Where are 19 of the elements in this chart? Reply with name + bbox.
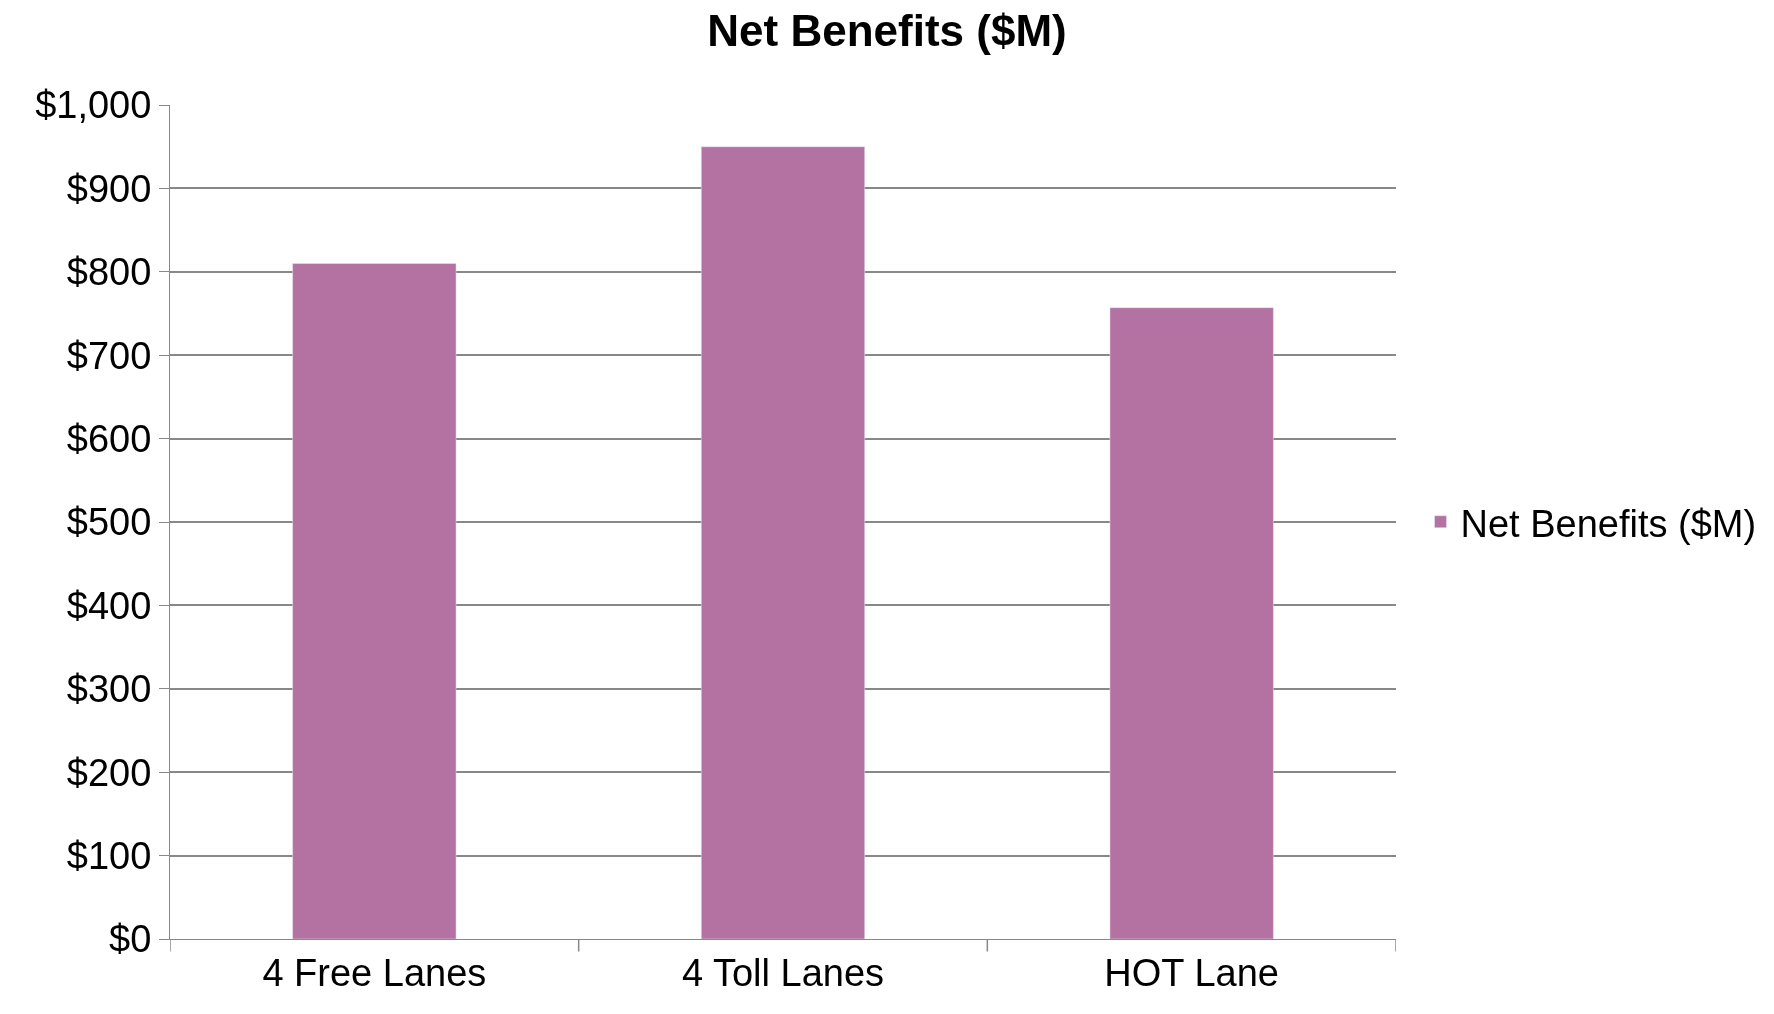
x-tick-label: 4 Toll Lanes bbox=[681, 951, 885, 994]
chart-title: Net Benefits ($M) bbox=[707, 6, 1067, 56]
x-tick-label: HOT Lane bbox=[1104, 951, 1279, 994]
x-tick-label: 4 Free Lanes bbox=[262, 951, 487, 994]
y-tick-label: $0 bbox=[109, 918, 152, 961]
y-tick-label: $900 bbox=[66, 167, 152, 210]
y-tick-label: $400 bbox=[66, 584, 152, 627]
y-tick-label: $200 bbox=[66, 751, 152, 794]
y-tick-label: $800 bbox=[66, 251, 152, 294]
legend-label: Net Benefits ($M) bbox=[1460, 502, 1757, 545]
y-tick-label: $100 bbox=[66, 834, 152, 877]
bar bbox=[292, 263, 457, 939]
bar bbox=[1109, 307, 1274, 939]
bar bbox=[701, 146, 865, 939]
y-tick-label: $300 bbox=[66, 668, 152, 711]
y-tick-label: $1,000 bbox=[35, 84, 152, 127]
y-tick-label: $700 bbox=[66, 334, 152, 377]
y-tick-label: $600 bbox=[66, 417, 152, 460]
y-tick-label: $500 bbox=[66, 501, 152, 544]
